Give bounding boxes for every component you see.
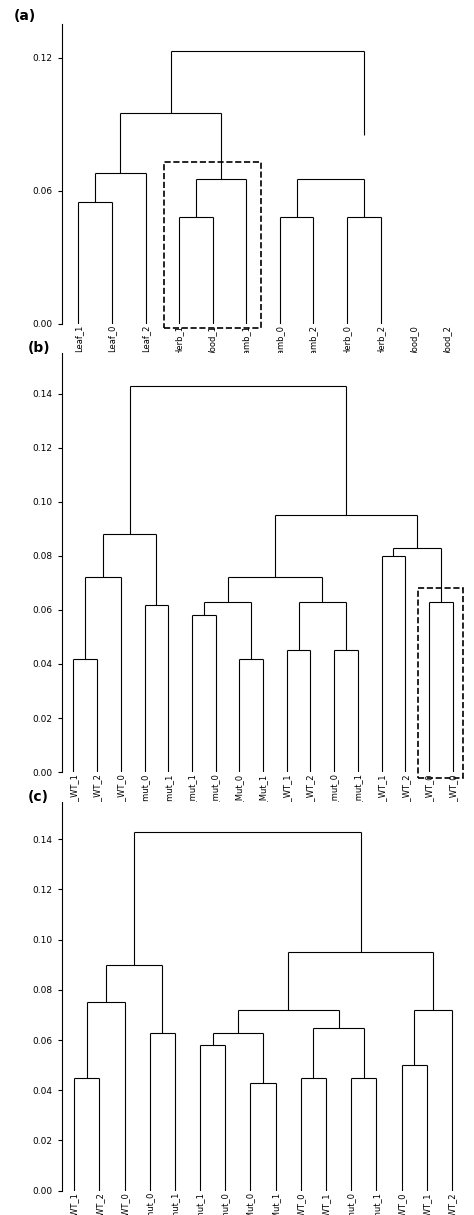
Bar xyxy=(164,162,261,328)
Text: (c): (c) xyxy=(27,790,48,804)
Text: (a): (a) xyxy=(13,10,36,23)
Bar xyxy=(418,588,463,778)
Text: (b): (b) xyxy=(27,340,50,355)
